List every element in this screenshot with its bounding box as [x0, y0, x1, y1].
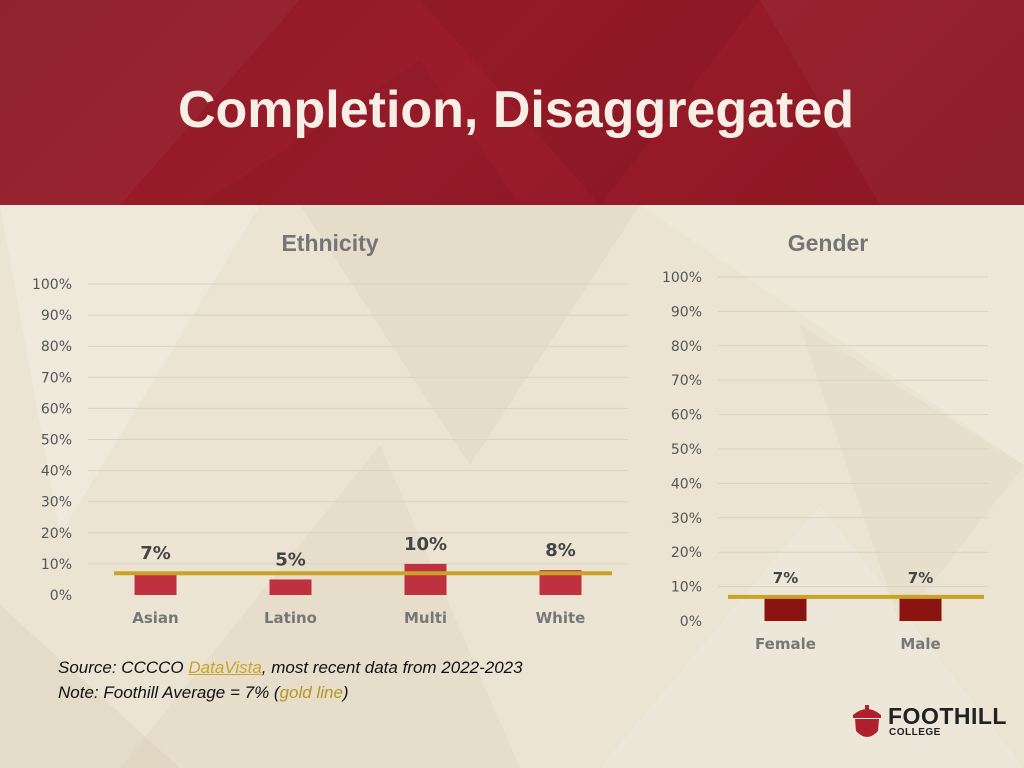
data-label: 5%: [275, 549, 306, 570]
data-label: 10%: [404, 534, 447, 555]
y-tick-label: 10%: [671, 580, 702, 596]
category-label: White: [536, 609, 586, 627]
note-suffix: ): [342, 683, 349, 702]
ethnicity-chart-svg: 0% 10% 20% 30% 40% 50% 60% 70% 80% 90% 100% 7% Asian…: [32, 277, 628, 627]
data-label: 7%: [773, 569, 798, 587]
y-tick-label: 20%: [41, 526, 72, 542]
category-label: Male: [900, 635, 940, 653]
y-tick-label: 40%: [671, 476, 702, 492]
y-tick-label: 40%: [41, 464, 72, 480]
y-tick-label: 0%: [680, 614, 702, 630]
datavista-link[interactable]: DataVista: [188, 658, 262, 677]
bar-asian: [134, 573, 177, 595]
y-tick-label: 100%: [662, 270, 702, 286]
y-tick-label: 60%: [41, 401, 72, 417]
y-tick-label: 90%: [671, 304, 702, 320]
note-line: Note: Foothill Average = 7% (gold line): [58, 680, 523, 705]
chart-title-ethnicity: Ethnicity: [281, 230, 379, 256]
category-label: Female: [755, 635, 816, 653]
y-tick-label: 80%: [41, 339, 72, 355]
background-pattern: [0, 205, 1024, 768]
bar-male: [899, 596, 942, 621]
y-tick-label: 0%: [50, 588, 72, 604]
y-tick-label: 90%: [41, 308, 72, 324]
logo-name: FOOTHILL: [888, 703, 1007, 729]
y-tick-label: 10%: [41, 557, 72, 573]
gender-chart-svg: 0% 10% 20% 30% 40% 50% 60% 70% 80% 90% 100% 7% Femal…: [662, 270, 988, 653]
header-texture: [0, 0, 760, 205]
chart-title-gender: Gender: [787, 230, 869, 256]
y-tick-label: 30%: [671, 511, 702, 527]
note-prefix: Note: Foothill Average = 7% (: [58, 683, 280, 702]
y-tick-label: 20%: [671, 545, 702, 561]
foothill-logo: FOOTHILL COLLEGE: [850, 703, 1006, 745]
y-tick-label: 100%: [32, 277, 72, 293]
bar-female: [764, 596, 807, 621]
source-line: Source: CCCCO DataVista, most recent dat…: [58, 655, 523, 680]
acorn-icon: [853, 705, 881, 737]
category-label: Latino: [264, 609, 317, 627]
y-tick-label: 80%: [671, 339, 702, 355]
gender-chart: 0% 10% 20% 30% 40% 50% 60% 70% 80% 90% 100% 7% Femal…: [640, 260, 1020, 660]
category-label: Asian: [132, 609, 178, 627]
footnote: Source: CCCCO DataVista, most recent dat…: [58, 655, 523, 705]
category-label: Multi: [404, 609, 447, 627]
data-label: 7%: [908, 569, 933, 587]
slide-title: Completion, Disaggregated: [177, 81, 855, 139]
y-tick-label: 60%: [671, 408, 702, 424]
logo-subtitle: COLLEGE: [889, 727, 941, 738]
data-label: 7%: [140, 543, 171, 564]
bar-latino: [269, 579, 312, 595]
source-suffix: , most recent data from 2022-2023: [261, 658, 523, 677]
bar-multi: [404, 563, 447, 595]
data-label: 8%: [545, 540, 576, 561]
y-tick-label: 70%: [671, 373, 702, 389]
slide-header: Completion, Disaggregated: [0, 0, 1024, 205]
ethnicity-chart: 0% 10% 20% 30% 40% 50% 60% 70% 80% 90% 100% 7% Asian…: [0, 260, 640, 640]
y-tick-label: 70%: [41, 370, 72, 386]
y-tick-label: 30%: [41, 495, 72, 511]
y-tick-label: 50%: [41, 433, 72, 449]
y-tick-label: 50%: [671, 442, 702, 458]
source-prefix: Source: CCCCO: [58, 658, 189, 677]
note-gold-text: gold line: [279, 683, 343, 702]
